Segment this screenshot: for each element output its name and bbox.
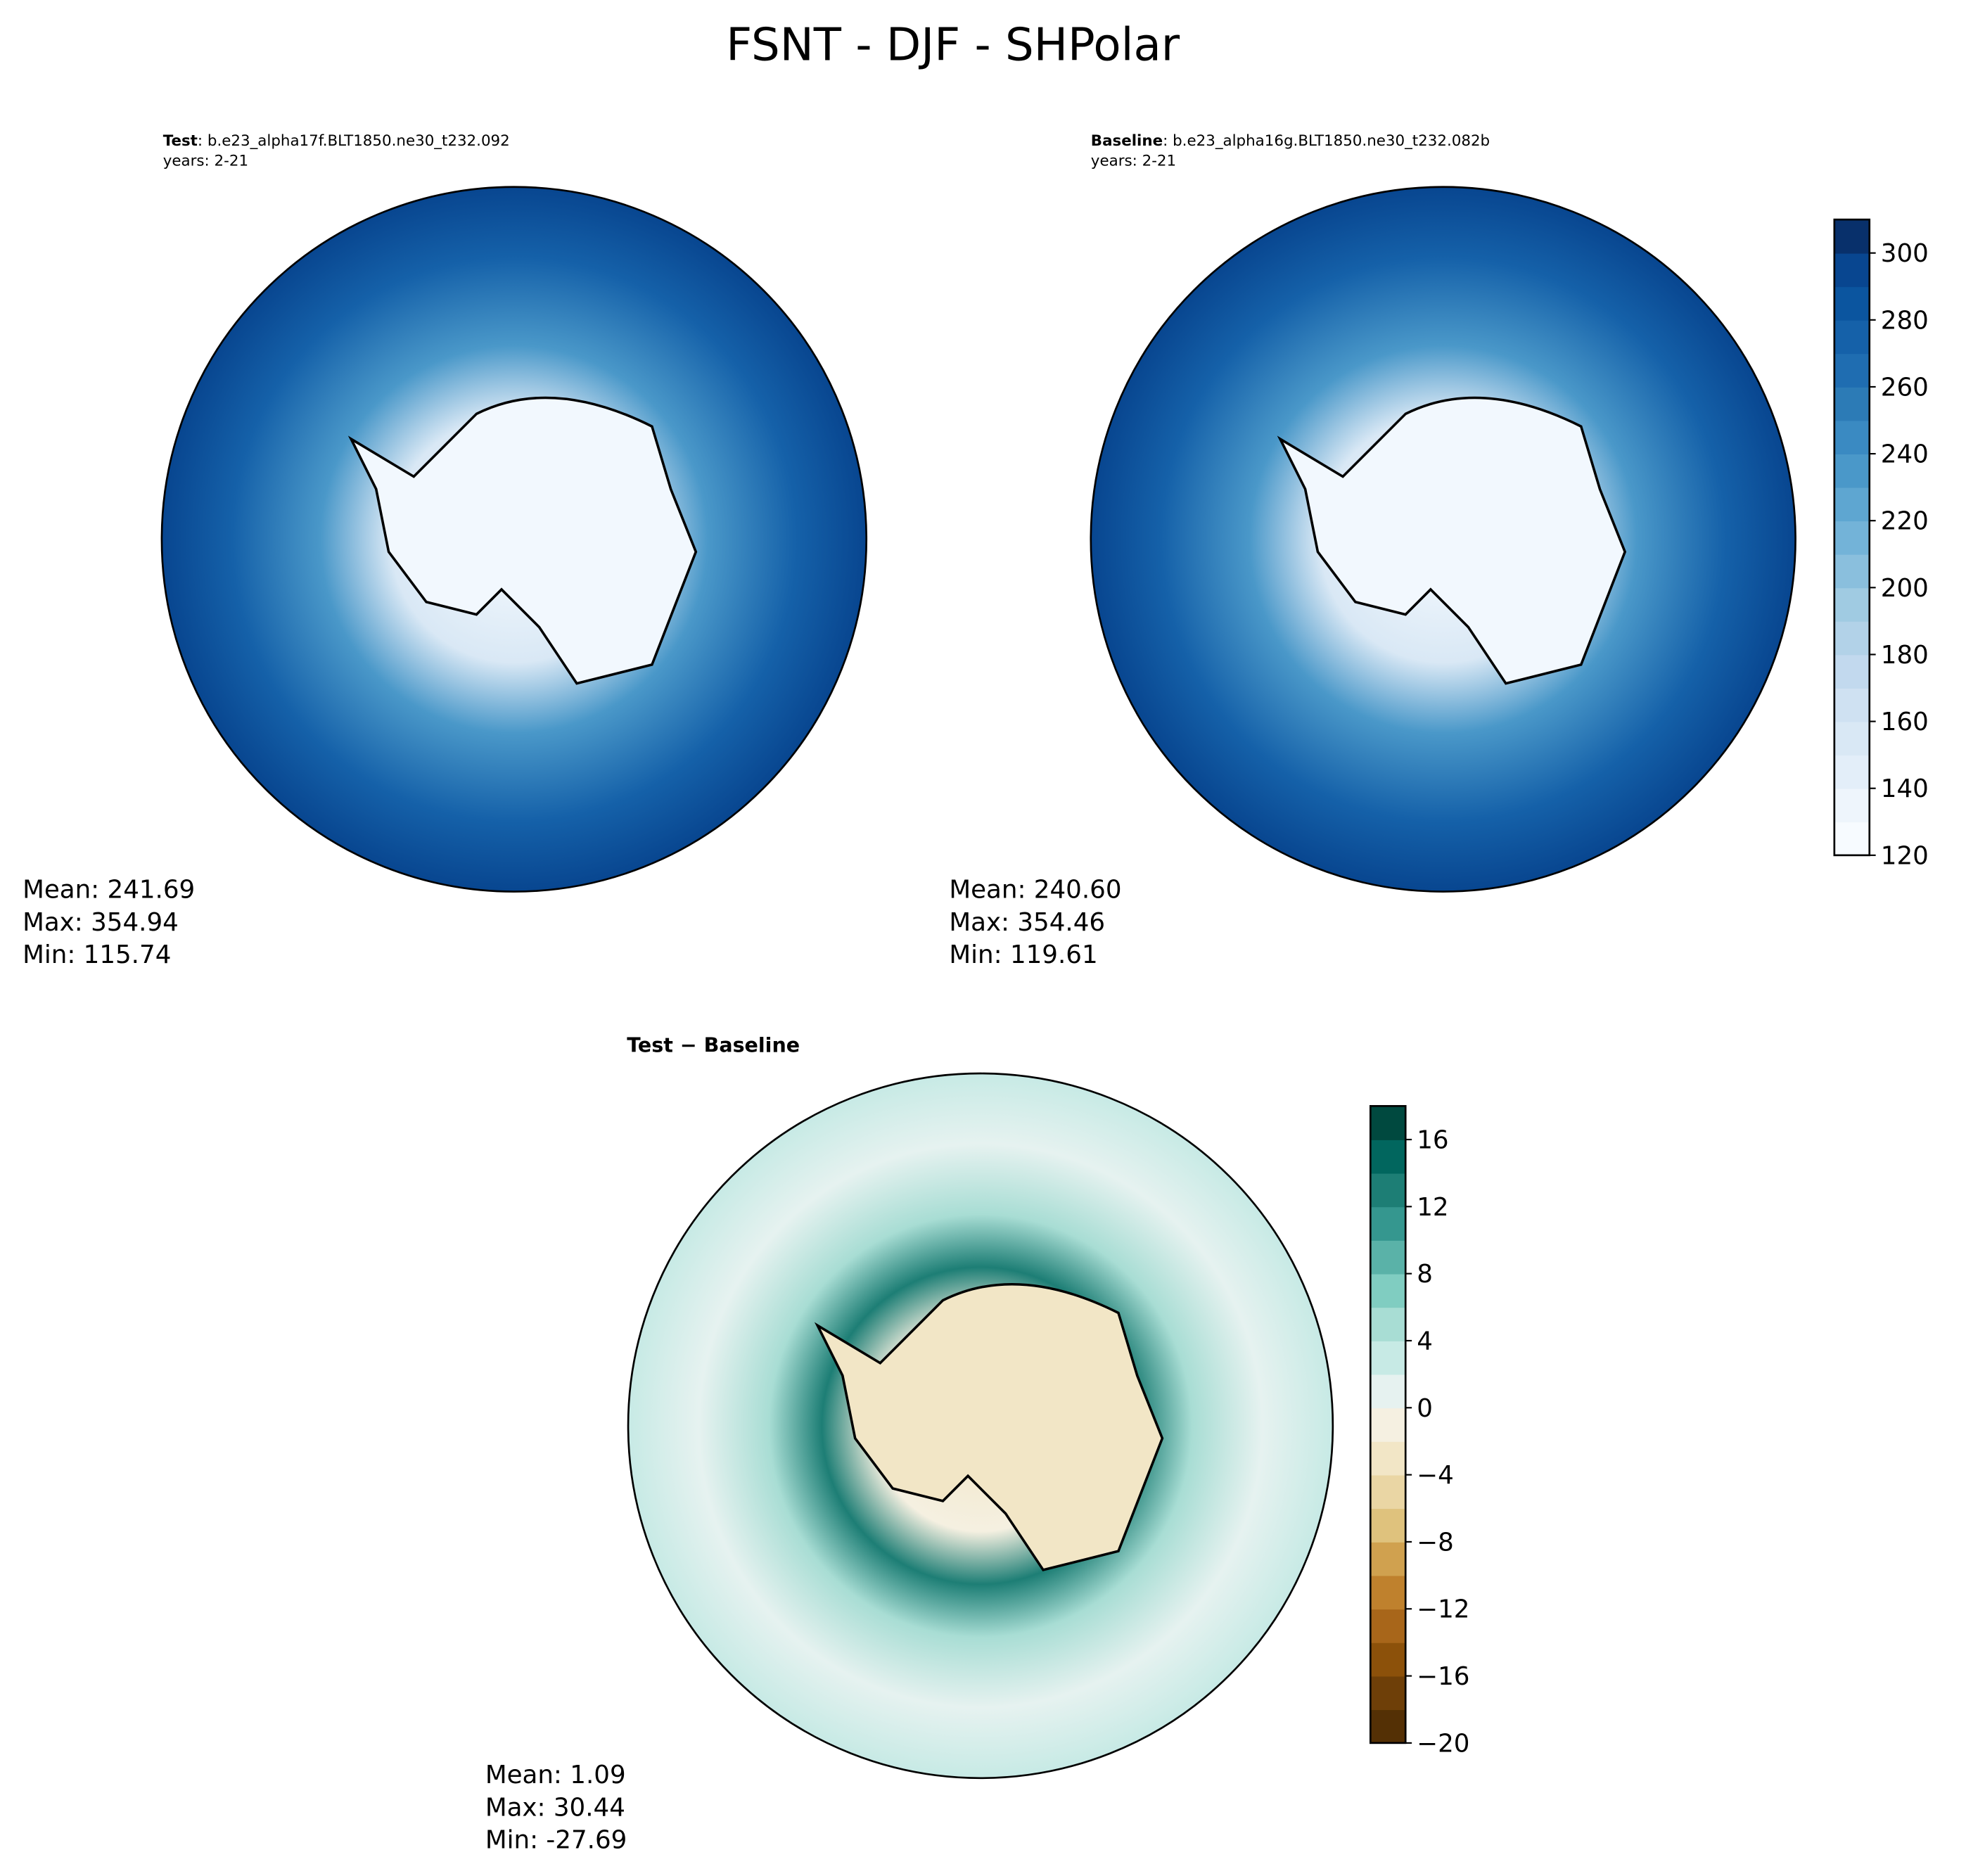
colorbar-tick-label: 180	[1881, 641, 1929, 670]
colorbar-tick-label: 8	[1417, 1260, 1433, 1289]
colorbar-band	[1370, 1508, 1406, 1543]
label-bold: Baseline	[1091, 132, 1163, 150]
label-rest: : b.e23_alpha16g.BLT1850.ne30_t232.082b	[1163, 132, 1490, 150]
colorbar-band	[1834, 454, 1870, 488]
stat: Min: -27.69	[485, 1826, 627, 1855]
colorbar-band	[1834, 554, 1870, 589]
colorbar-band	[1370, 1374, 1406, 1409]
colorbar-band	[1834, 353, 1870, 388]
colorbar-band	[1834, 521, 1870, 555]
map-border	[1090, 186, 1796, 893]
map-border	[160, 186, 868, 893]
colorbar-band	[1370, 1273, 1406, 1308]
colorbar-band	[1834, 253, 1870, 288]
colorbar-band	[1834, 219, 1870, 254]
colorbar-tick-label: −20	[1417, 1729, 1469, 1758]
stat: Mean: 241.69	[23, 875, 195, 904]
stat: Min: 115.74	[23, 940, 171, 969]
colorbar-band	[1834, 286, 1870, 321]
colorbar-band	[1370, 1709, 1406, 1744]
antarctica	[347, 396, 698, 685]
map	[627, 1072, 1334, 1780]
years: years: 2-21	[1091, 152, 1176, 170]
colorbar-frame	[1833, 218, 1871, 857]
colorbar-band	[1370, 1140, 1406, 1174]
map-border	[627, 1072, 1334, 1780]
antarctica	[814, 1282, 1164, 1571]
colorbar-band	[1370, 1340, 1406, 1375]
colorbar-tick-label: 220	[1881, 507, 1929, 536]
colorbar-band	[1834, 721, 1870, 756]
colorbar-tick-label: 260	[1881, 373, 1929, 402]
colorbar-tick-label: 0	[1417, 1394, 1433, 1423]
colorbar-tick-label: 120	[1881, 841, 1929, 870]
colorbar-band	[1834, 420, 1870, 454]
colorbar-band	[1370, 1173, 1406, 1208]
colorbar-tick-label: −8	[1417, 1528, 1454, 1557]
map	[160, 186, 868, 893]
figure-title: FSNT - DJF - SHPolar	[726, 19, 1180, 72]
map	[1090, 186, 1796, 893]
colorbar-tick-label: 140	[1881, 774, 1929, 803]
label-rest: : b.e23_alpha17f.BLT1850.ne30_t232.092	[198, 132, 510, 150]
stat: Mean: 1.09	[485, 1761, 626, 1789]
colorbar-band	[1834, 822, 1870, 856]
colorbar-band	[1834, 620, 1870, 656]
panel-label: Baseline: b.e23_alpha16g.BLT1850.ne30_t2…	[1091, 132, 1490, 150]
colorbar-band	[1834, 386, 1870, 421]
colorbar-tick-label: 160	[1881, 708, 1929, 736]
colorbar-band	[1834, 688, 1870, 722]
stat: Max: 30.44	[485, 1793, 625, 1822]
stat: Mean: 240.60	[949, 875, 1121, 904]
stat: Max: 354.94	[23, 908, 179, 937]
antarctica	[1277, 396, 1627, 685]
colorbar-band	[1834, 654, 1870, 689]
colorbar-band	[1834, 755, 1870, 789]
colorbar-band	[1370, 1676, 1406, 1711]
panel-label: Test: b.e23_alpha17f.BLT1850.ne30_t232.0…	[163, 132, 510, 150]
colorbar-band	[1834, 319, 1870, 355]
colorbar-tick-label: 300	[1881, 239, 1929, 268]
colorbar-band	[1370, 1642, 1406, 1677]
colorbar-band	[1370, 1307, 1406, 1341]
stat: Max: 354.46	[949, 908, 1105, 937]
colorbar-frame	[1369, 1105, 1407, 1744]
colorbar-tick-label: 240	[1881, 440, 1929, 469]
colorbar-band	[1370, 1206, 1406, 1241]
colorbar-tick-label: −12	[1417, 1595, 1469, 1624]
colorbar-tick-label: 16	[1417, 1125, 1448, 1154]
colorbar-band	[1370, 1609, 1406, 1643]
colorbar-band	[1834, 788, 1870, 823]
colorbar-tick-label: 280	[1881, 306, 1929, 335]
colorbar-tick-label: −4	[1417, 1461, 1454, 1490]
label-bold: Test	[163, 132, 198, 150]
colorbar-tick-label: 4	[1417, 1327, 1433, 1355]
years: years: 2-21	[163, 152, 248, 170]
stat: Min: 119.61	[949, 940, 1097, 969]
colorbar-band	[1370, 1441, 1406, 1476]
colorbar-band	[1370, 1106, 1406, 1140]
colorbar-band	[1370, 1239, 1406, 1275]
colorbar-tick-label: 200	[1881, 574, 1929, 603]
colorbar-tick-label: −16	[1417, 1662, 1469, 1691]
colorbar-band	[1370, 1575, 1406, 1610]
colorbar-band	[1370, 1541, 1406, 1576]
colorbar-band	[1370, 1408, 1406, 1442]
colorbar-band	[1834, 587, 1870, 622]
panel-label: Test − Baseline	[627, 1034, 800, 1057]
colorbar-band	[1370, 1474, 1406, 1510]
colorbar-tick-label: 12	[1417, 1193, 1448, 1222]
colorbar-band	[1834, 487, 1870, 522]
